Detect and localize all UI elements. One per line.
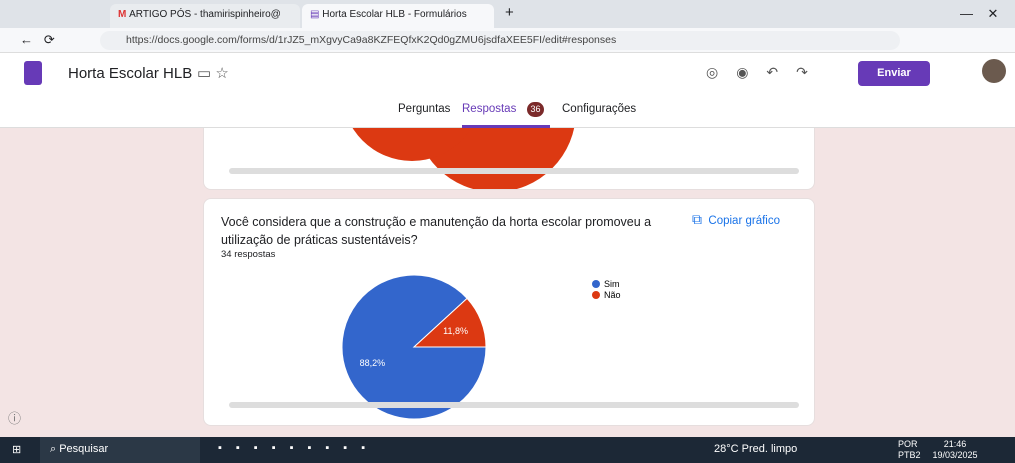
tab-bar: M ARTIGO PÓS - thamirispinheiro@ ▤ Horta… [0, 0, 1015, 28]
clock[interactable]: 21:46 19/03/2025 [928, 439, 982, 461]
tab-settings[interactable]: Configurações [562, 103, 637, 115]
tab-title: Horta Escolar HLB - Formulários [322, 9, 467, 20]
title-icons[interactable]: ▭ ☆ [197, 65, 229, 82]
browser-tab[interactable]: M ARTIGO PÓS - thamirispinheiro@ [110, 4, 300, 28]
legend-label: Sim [604, 279, 620, 289]
date: 19/03/2025 [932, 450, 978, 460]
tab-indicator [462, 125, 550, 128]
help[interactable]: ⓘ [8, 411, 22, 426]
new-tab[interactable]: + [505, 4, 514, 21]
nav-buttons[interactable]: ← ⟳ [20, 32, 55, 47]
legend-swatch [592, 280, 600, 288]
time: 21:46 [943, 439, 967, 449]
send-button[interactable]: Enviar [858, 61, 930, 86]
forms-header: Horta Escolar HLB ▭ ☆ ◎◉↶↷ Enviar Pergun… [0, 53, 1015, 128]
form-title: Horta Escolar HLB [68, 65, 193, 82]
taskbar: ⊞ ⌕ Pesquisar ▪▪▪▪▪▪▪▪▪ 28°C Pred. limpo… [0, 437, 1015, 463]
window-controls[interactable]: — ✕ [960, 6, 999, 21]
response-count: 34 respostas [221, 249, 276, 260]
start-button[interactable]: ⊞ [12, 444, 22, 456]
forms-logo [24, 61, 42, 85]
toolbar-icons[interactable]: ◎◉↶↷ [706, 64, 826, 80]
slice-label: 88,2% [360, 358, 386, 368]
tab-questions[interactable]: Perguntas [398, 103, 451, 115]
response-badge: 36 [527, 102, 544, 117]
tab-title: ARTIGO PÓS - thamirispinheiro@ [129, 9, 281, 20]
pie-slice [412, 297, 487, 348]
search-label: Pesquisar [59, 443, 109, 455]
tab-responses[interactable]: Respostas [462, 103, 517, 115]
scrollbar [229, 168, 799, 174]
slice-label: 11,8% [443, 326, 468, 336]
layout: PTB2 [898, 450, 921, 460]
legend-label: Não [604, 290, 621, 300]
copy-label: Copiar gráfico [708, 215, 780, 227]
question-text: Você considera que a construção e manute… [221, 215, 652, 247]
avatar[interactable] [982, 59, 1006, 83]
lang: POR [898, 439, 918, 449]
legend-swatch [592, 291, 600, 299]
browser-tab[interactable]: ▤ Horta Escolar HLB - Formulários [302, 4, 494, 28]
address-bar: ← ⟳ https://docs.google.com/forms/d/1rJZ… [0, 28, 1015, 53]
search-box[interactable]: ⌕ Pesquisar [40, 437, 200, 463]
language[interactable]: POR PTB2 [898, 439, 921, 461]
copy-chart[interactable]: ⧉ Copiar gráfico [692, 211, 780, 227]
pinned-apps[interactable]: ▪▪▪▪▪▪▪▪▪ [218, 442, 380, 454]
pie-chart: 88,2% Sim 11,8% Não [229, 274, 799, 420]
scrollbar [229, 402, 799, 408]
question-card: Você considera que a construção e manute… [203, 198, 815, 426]
weather[interactable]: 28°C Pred. limpo [714, 443, 798, 455]
url-field[interactable]: https://docs.google.com/forms/d/1rJZ5_mX… [100, 31, 900, 50]
